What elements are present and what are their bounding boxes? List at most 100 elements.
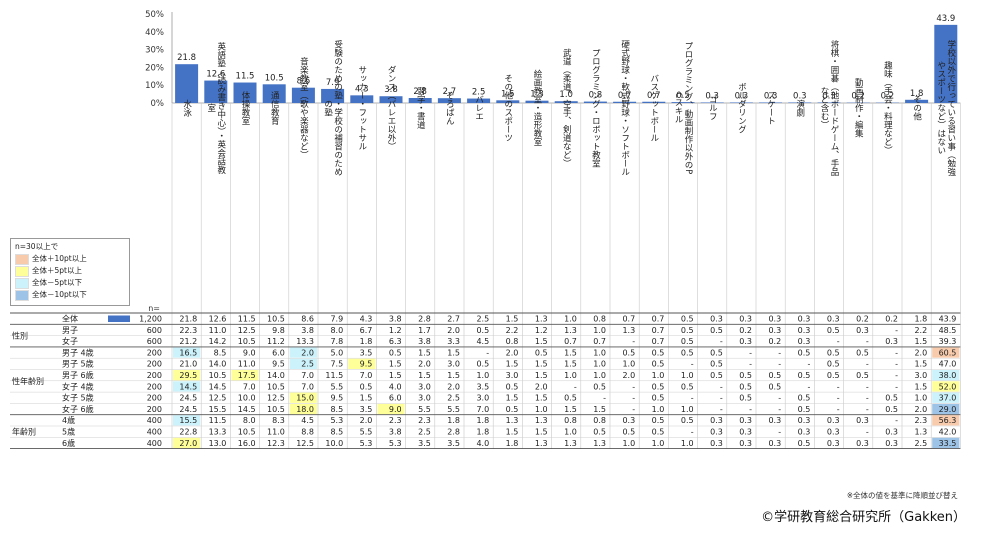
table-cell: 12.6 (209, 315, 227, 324)
table-cell: 1.0 (593, 371, 606, 380)
row-label: 女子 6歳 (62, 404, 94, 414)
group-label: 性別 (12, 331, 28, 341)
table-cell: 1.5 (389, 360, 402, 369)
table-cell: 0.5 (622, 428, 635, 437)
row-label: 男子 5歳 (62, 359, 94, 369)
table-cell: 1.3 (622, 326, 635, 335)
category-label: バスケットボール (649, 74, 659, 142)
table-cell: 5.5 (330, 382, 343, 391)
table-cell: 8.3 (272, 416, 285, 425)
table-cell: 15.5 (179, 416, 197, 425)
bar-value-label: 11.5 (236, 72, 255, 82)
table-cell: 0.5 (681, 416, 694, 425)
category-label: など含む） (819, 87, 829, 130)
table-cell: 12.5 (209, 394, 227, 403)
row-n: 400 (147, 416, 162, 425)
bar-value-label: 0.3 (735, 91, 749, 101)
bar-value-label: 1.0 (559, 90, 573, 100)
table-cell: 7.0 (301, 371, 314, 380)
table-cell: 18.0 (296, 405, 314, 414)
table-cell: 1.5 (564, 405, 577, 414)
table-cell: 13.3 (209, 428, 227, 437)
table-cell: 2.5 (418, 428, 431, 437)
table-cell: 13.3 (296, 337, 314, 346)
table-cell: 0.5 (798, 371, 811, 380)
table-cell: - (866, 360, 869, 369)
table-cell: - (866, 337, 869, 346)
legend-label: 全体＋5pt以上 (32, 266, 82, 275)
category-label: 武道（柔道、空手、剣道など） (561, 48, 571, 168)
table-cell: 2.3 (418, 416, 431, 425)
table-cell: 0.5 (768, 371, 781, 380)
table-cell: 8.0 (243, 416, 256, 425)
table-cell: - (778, 360, 781, 369)
table-cell: 1.3 (593, 439, 606, 448)
table-cell: - (895, 382, 898, 391)
category-label: 通信教育 (269, 90, 279, 126)
table-cell: 1.0 (652, 371, 665, 380)
category-label: ボルダリング (736, 83, 746, 134)
table-cell: 10.5 (267, 315, 285, 324)
table-cell: 9.5 (360, 360, 373, 369)
table-cell: 1.0 (681, 371, 694, 380)
table-cell: - (632, 382, 635, 391)
table-cell: 0.5 (798, 439, 811, 448)
legend-title: n=30以上で (15, 242, 59, 251)
table-cell: 3.5 (418, 439, 431, 448)
table-cell: 8.6 (301, 315, 314, 324)
table-cell: 1.5 (506, 360, 519, 369)
table-cell: 0.3 (622, 416, 635, 425)
table-cell: 8.5 (330, 405, 343, 414)
table-cell: 0.5 (506, 382, 519, 391)
table-cell: 48.5 (939, 326, 957, 335)
table-cell: 0.8 (593, 315, 606, 324)
bar (934, 24, 958, 103)
table-cell: 1.8 (360, 337, 373, 346)
bar-value-label: 3.8 (384, 85, 398, 95)
row-n: 200 (147, 348, 162, 357)
bar-value-label: 0.2 (851, 92, 865, 102)
table-cell: 14.0 (209, 360, 227, 369)
table-cell: - (691, 428, 694, 437)
bar (554, 101, 578, 103)
table-cell: - (837, 405, 840, 414)
row-n: 600 (147, 326, 162, 335)
bar-value-label: 1.5 (501, 89, 515, 99)
table-cell: - (837, 382, 840, 391)
table-cell: 0.5 (506, 405, 519, 414)
table-cell: 0.5 (739, 371, 752, 380)
category-label: 趣味（手芸・料理など） (882, 61, 892, 155)
table-cell: 0.3 (710, 428, 723, 437)
row-n: 200 (147, 394, 162, 403)
table-cell: 1.0 (535, 405, 548, 414)
table-cell: - (866, 382, 869, 391)
table-cell: 11.0 (209, 326, 227, 335)
table-cell: 24.5 (179, 394, 197, 403)
table-cell: 9.8 (272, 326, 285, 335)
bar-value-label: 10.5 (265, 73, 284, 83)
category-label: その他 (912, 95, 922, 121)
category-label: の塾 (323, 100, 333, 117)
table-cell: 3.0 (506, 371, 519, 380)
table-cell: 15.0 (296, 394, 314, 403)
category-label: バレエ (474, 95, 484, 121)
table-cell: 0.3 (798, 337, 811, 346)
row-label: 女子 (62, 336, 78, 346)
table-cell: 0.5 (681, 315, 694, 324)
table-cell: 3.8 (301, 326, 314, 335)
table-cell: 2.8 (418, 315, 431, 324)
table-cell: 8.8 (301, 428, 314, 437)
bar-value-label: 2.8 (413, 87, 427, 97)
table-cell: 4.5 (301, 416, 314, 425)
table-cell: 3.0 (418, 394, 431, 403)
legend-swatch (15, 277, 29, 289)
table-cell: 1.8 (506, 439, 519, 448)
table-cell: 1.5 (506, 315, 519, 324)
table-cell: 3.8 (418, 337, 431, 346)
table-cell: 2.5 (476, 315, 489, 324)
table-cell: 2.0 (914, 405, 927, 414)
table-cell: 2.2 (506, 326, 519, 335)
table-cell: 7.0 (476, 405, 489, 414)
table-cell: 2.0 (418, 360, 431, 369)
bar-value-label: 0.3 (793, 91, 807, 101)
